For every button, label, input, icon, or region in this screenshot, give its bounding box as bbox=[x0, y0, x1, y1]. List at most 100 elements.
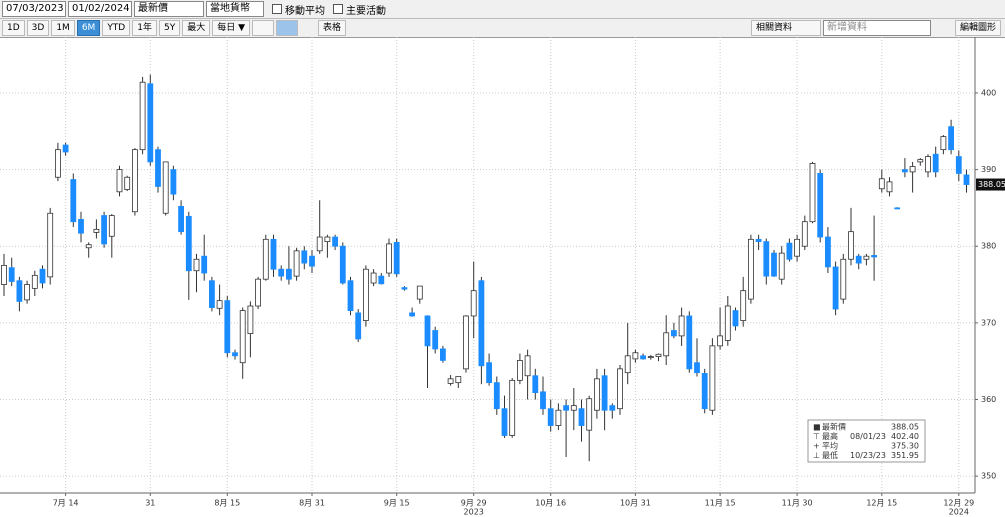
candle-body bbox=[55, 149, 61, 178]
candle-body bbox=[755, 238, 762, 243]
candle-body bbox=[155, 149, 161, 187]
candle-body bbox=[224, 300, 231, 354]
candle-body bbox=[1, 264, 7, 285]
candle-body bbox=[909, 166, 916, 173]
range-button[interactable]: 6M bbox=[76, 20, 101, 36]
range-button[interactable]: 1M bbox=[51, 20, 75, 36]
candle-body bbox=[686, 315, 693, 370]
candle-body bbox=[47, 212, 54, 278]
candle-body bbox=[724, 305, 731, 341]
candle-body bbox=[185, 215, 192, 272]
candle-body bbox=[393, 241, 400, 275]
currency-select[interactable]: 當地貨幣 bbox=[206, 1, 264, 17]
candle-body bbox=[124, 176, 131, 190]
candle-body bbox=[370, 272, 377, 284]
candle-body bbox=[447, 378, 454, 384]
candle-body bbox=[709, 345, 716, 411]
candle-body bbox=[609, 405, 616, 411]
candle-body bbox=[463, 315, 469, 370]
toolbar-bottom: 1D 3D 1M 6M YTD 1年 5Y 最大 每日 ▼ 表格 相關資料 新增資料 編輯圖形 bbox=[0, 19, 1005, 38]
candle-body bbox=[563, 405, 569, 411]
candle-body bbox=[324, 236, 331, 243]
candle-body bbox=[886, 181, 893, 193]
legend-date: 08/01/23 bbox=[850, 432, 886, 441]
end-date[interactable]: 01/02/2024 bbox=[68, 1, 132, 17]
y-tick-label: 370 bbox=[981, 318, 996, 327]
candle-body bbox=[586, 398, 593, 431]
candle-body bbox=[493, 382, 500, 410]
legend-box bbox=[807, 419, 926, 463]
candle-body bbox=[578, 408, 585, 426]
candle-body bbox=[208, 280, 215, 308]
candle-body bbox=[347, 280, 354, 311]
legend-symbol: ■ bbox=[813, 423, 821, 432]
x-tick-label: 7月 14 bbox=[53, 499, 79, 508]
candle-body bbox=[501, 408, 508, 436]
range-button[interactable]: 最大 bbox=[182, 20, 211, 36]
candle-body bbox=[617, 368, 623, 410]
chart: 350 360 370 380 390 400 7月 14 31 8月 15 8月 31 9月 15… bbox=[0, 37, 1005, 517]
x-tick-label: 12月 15 bbox=[866, 499, 897, 508]
option-label: 主要活動 bbox=[346, 5, 386, 17]
x-tick-label: 9月 29 bbox=[461, 499, 487, 508]
candle-body bbox=[78, 218, 84, 234]
candle-body bbox=[178, 205, 185, 233]
start-date[interactable]: 07/03/2023 bbox=[2, 1, 66, 17]
candle-body bbox=[894, 207, 901, 210]
candle-body bbox=[570, 405, 577, 411]
candle-body bbox=[16, 280, 23, 302]
y-tick-label: 400 bbox=[981, 88, 996, 97]
candle-body bbox=[147, 83, 154, 163]
candle-body bbox=[871, 255, 877, 258]
candle-body bbox=[902, 169, 908, 173]
x-tick-label: 10月 31 bbox=[620, 499, 651, 508]
candle-body bbox=[848, 231, 854, 260]
legend-value: 375.30 bbox=[891, 442, 919, 451]
y-tick-label: 360 bbox=[981, 395, 996, 404]
legend-label: 平均 bbox=[822, 441, 838, 451]
y-tick-label: 380 bbox=[981, 242, 996, 251]
candle-body bbox=[24, 284, 31, 301]
range-button[interactable]: YTD bbox=[102, 20, 131, 36]
candle-body bbox=[108, 215, 115, 237]
candle-body bbox=[855, 255, 862, 264]
field-select[interactable]: 最新價 bbox=[134, 1, 204, 17]
checkbox[interactable] bbox=[333, 4, 343, 14]
candle-body bbox=[101, 215, 107, 245]
range-button[interactable]: 1年 bbox=[132, 20, 157, 36]
candle-body bbox=[932, 153, 939, 173]
candle-body bbox=[478, 280, 485, 367]
candle-body bbox=[925, 156, 931, 173]
candle-body bbox=[116, 169, 123, 193]
candle-body bbox=[524, 355, 531, 377]
blank-button[interactable] bbox=[276, 20, 299, 36]
candle-body bbox=[601, 375, 608, 411]
candle-body bbox=[801, 221, 808, 247]
candle-body bbox=[678, 315, 685, 337]
add-data-input[interactable]: 新增資料 bbox=[822, 20, 931, 36]
range-button[interactable]: 3D bbox=[26, 20, 50, 36]
legend-label: 最新價 bbox=[822, 422, 846, 432]
blank-button[interactable] bbox=[252, 20, 275, 36]
legend-symbol: + bbox=[813, 442, 820, 451]
y-tick-label: 350 bbox=[981, 472, 996, 481]
candle-body bbox=[817, 173, 824, 238]
candle-body bbox=[285, 268, 292, 280]
range-button[interactable]: 5Y bbox=[158, 20, 181, 36]
candle-body bbox=[763, 241, 770, 277]
table-button[interactable]: 表格 bbox=[318, 20, 347, 36]
checkbox[interactable] bbox=[272, 4, 282, 14]
candle-body bbox=[8, 267, 15, 282]
edit-button[interactable]: 編輯圖形 bbox=[954, 20, 1001, 36]
x-tick-label: 8月 15 bbox=[214, 499, 240, 508]
legend-label: 最高 bbox=[822, 431, 838, 441]
range-button[interactable]: 1D bbox=[2, 20, 25, 36]
candle-body bbox=[239, 310, 246, 364]
candle-body bbox=[401, 287, 408, 290]
x-tick-label: 10月 16 bbox=[535, 499, 566, 508]
related-button[interactable]: 相關資料 bbox=[750, 20, 821, 36]
candle-body bbox=[671, 330, 677, 337]
candle-body bbox=[301, 250, 308, 264]
frequency[interactable]: 每日 ▼ bbox=[212, 20, 251, 36]
